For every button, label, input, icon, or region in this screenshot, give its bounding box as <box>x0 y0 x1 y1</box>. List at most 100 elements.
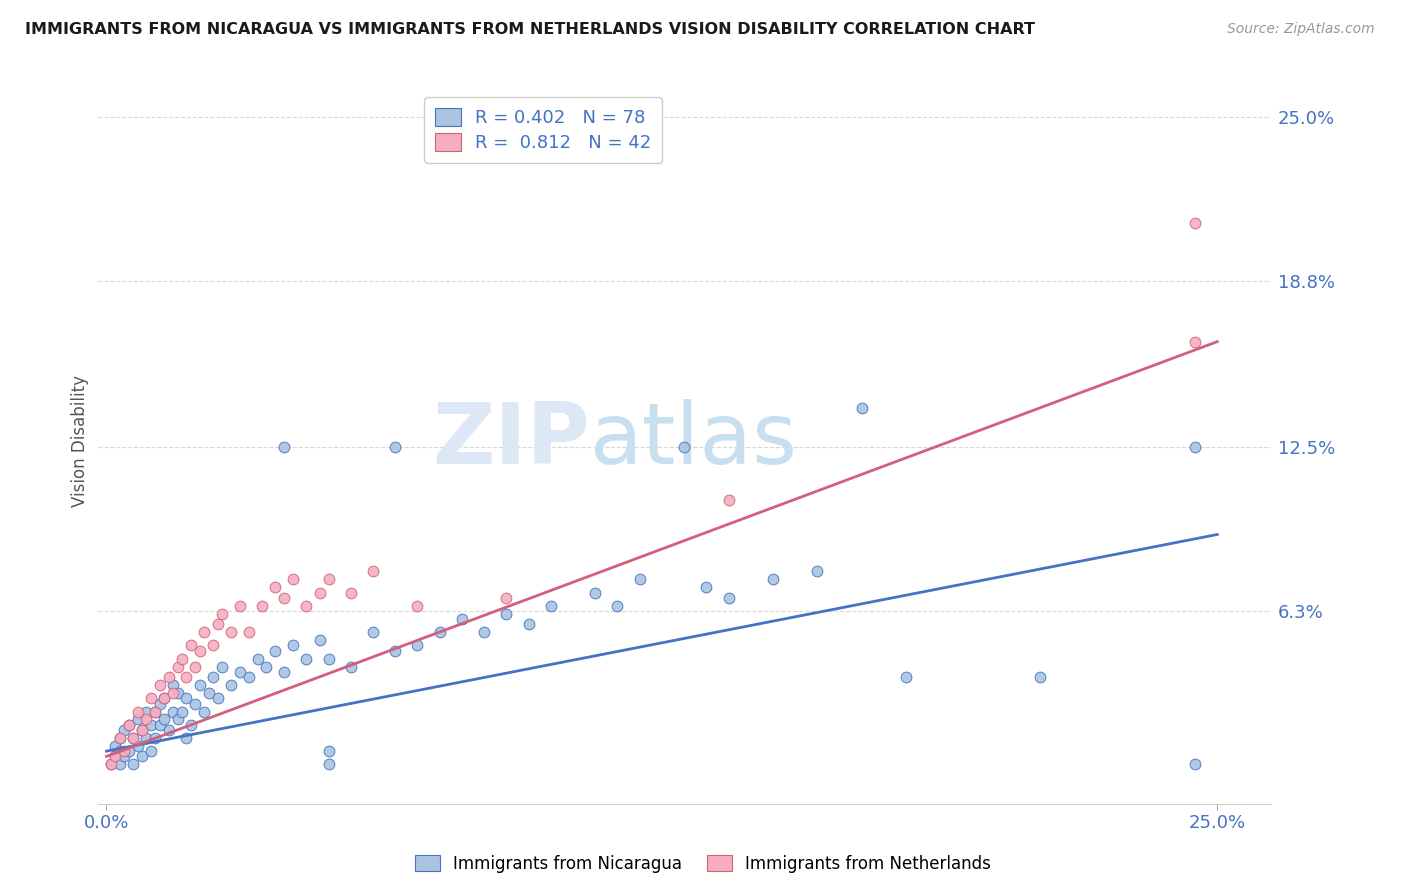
Point <box>295 599 318 613</box>
Y-axis label: Vision Disability: Vision Disability <box>72 375 89 507</box>
Point <box>219 625 242 640</box>
Point <box>193 625 215 640</box>
Point <box>170 651 193 665</box>
Point <box>122 731 145 745</box>
Point <box>127 713 149 727</box>
Point <box>806 565 828 579</box>
Point <box>606 599 628 613</box>
Point <box>762 573 785 587</box>
Point <box>149 697 172 711</box>
Point <box>406 639 429 653</box>
Point <box>135 713 157 727</box>
Point <box>176 691 198 706</box>
Point <box>384 644 406 658</box>
Point <box>238 625 260 640</box>
Point <box>108 731 131 745</box>
Point <box>207 691 229 706</box>
Point <box>264 580 287 594</box>
Point <box>273 591 295 605</box>
Point <box>162 678 184 692</box>
Point <box>451 612 474 626</box>
Point <box>188 644 211 658</box>
Point <box>112 749 135 764</box>
Point <box>308 633 330 648</box>
Point <box>318 744 340 758</box>
Point <box>264 644 287 658</box>
Point <box>202 670 225 684</box>
Point <box>308 585 330 599</box>
Point <box>207 617 229 632</box>
Point <box>149 717 172 731</box>
Point <box>157 723 180 737</box>
Point <box>429 625 451 640</box>
Point <box>197 686 219 700</box>
Point <box>143 705 166 719</box>
Point <box>295 651 318 665</box>
Point <box>281 573 304 587</box>
Point <box>273 665 295 679</box>
Point <box>100 757 122 772</box>
Point <box>149 678 172 692</box>
Point <box>406 599 429 613</box>
Point <box>254 659 277 673</box>
Point <box>188 678 211 692</box>
Point <box>540 599 562 613</box>
Point <box>695 580 717 594</box>
Text: IMMIGRANTS FROM NICARAGUA VS IMMIGRANTS FROM NETHERLANDS VISION DISABILITY CORRE: IMMIGRANTS FROM NICARAGUA VS IMMIGRANTS … <box>25 22 1035 37</box>
Point <box>153 691 176 706</box>
Point <box>127 739 149 753</box>
Point <box>108 757 131 772</box>
Point <box>1184 216 1206 230</box>
Point <box>180 639 202 653</box>
Point <box>162 686 184 700</box>
Point <box>135 731 157 745</box>
Text: ZIP: ZIP <box>433 400 591 483</box>
Point <box>135 705 157 719</box>
Point <box>250 599 273 613</box>
Point <box>384 440 406 454</box>
Point <box>108 744 131 758</box>
Point <box>1184 334 1206 349</box>
Point <box>628 573 651 587</box>
Point <box>143 731 166 745</box>
Point <box>281 639 304 653</box>
Point <box>100 757 122 772</box>
Point <box>166 713 188 727</box>
Point <box>340 659 363 673</box>
Point <box>495 591 517 605</box>
Point <box>1028 670 1050 684</box>
Point <box>112 723 135 737</box>
Point <box>318 651 340 665</box>
Point <box>583 585 606 599</box>
Point <box>273 440 295 454</box>
Point <box>118 717 141 731</box>
Point <box>673 440 696 454</box>
Point <box>118 744 141 758</box>
Point <box>184 659 207 673</box>
Point <box>104 749 127 764</box>
Point <box>176 670 198 684</box>
Point <box>143 705 166 719</box>
Point <box>139 744 162 758</box>
Point <box>170 705 193 719</box>
Legend: R = 0.402   N = 78, R =  0.812   N = 42: R = 0.402 N = 78, R = 0.812 N = 42 <box>425 97 662 163</box>
Point <box>131 749 153 764</box>
Point <box>104 749 127 764</box>
Point <box>202 639 225 653</box>
Point <box>166 686 188 700</box>
Point <box>318 573 340 587</box>
Point <box>153 691 176 706</box>
Point <box>361 625 384 640</box>
Point <box>131 723 153 737</box>
Point <box>717 591 740 605</box>
Point <box>246 651 269 665</box>
Point <box>472 625 495 640</box>
Legend: Immigrants from Nicaragua, Immigrants from Netherlands: Immigrants from Nicaragua, Immigrants fr… <box>408 848 998 880</box>
Point <box>153 713 176 727</box>
Point <box>1184 757 1206 772</box>
Point <box>112 744 135 758</box>
Point <box>166 659 188 673</box>
Point <box>717 493 740 508</box>
Point <box>157 670 180 684</box>
Point <box>318 757 340 772</box>
